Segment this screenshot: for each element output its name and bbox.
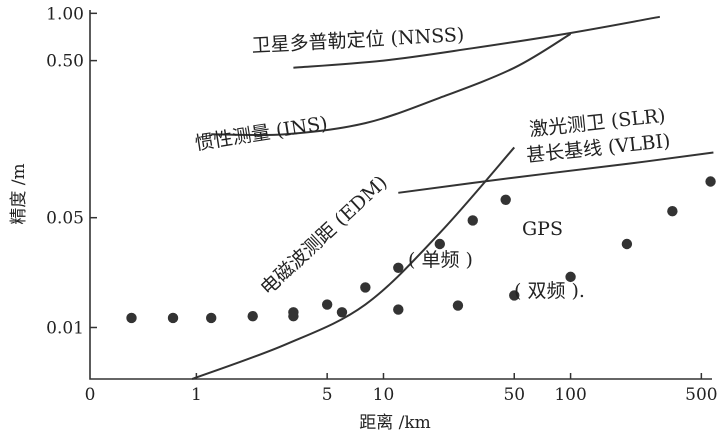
y-tick-label: 1.00 [46,4,84,24]
series-dot-5 [509,290,520,301]
x-tick-label: 500 [685,385,717,405]
series [126,15,716,380]
series-dot-5 [452,300,464,311]
x-tick-label: 1 [191,385,202,405]
series-dot-5 [705,176,716,187]
series-line-2 [398,151,714,194]
annotation-dual: ( 双频 ). [514,280,585,302]
series-dot-4 [467,215,478,226]
series-dot-5 [621,238,633,250]
series-dot-5 [288,311,299,322]
labels: 精度 /m 距离 /km 卫星多普勒定位 (NNSS) 惯性测量 (INS) 激… [9,24,671,433]
annotation-gps: GPS [522,218,563,240]
x-tick-label: 50 [503,385,525,405]
ticks: 0 1 5 10 50 100 500 0.01 0.05 0.50 1.00 [46,4,717,405]
annotation-ins: 惯性测量 (INS) [193,112,329,155]
series-line-0 [293,15,661,69]
xlabel: 距离 /km [359,413,431,433]
x-tick-label: 100 [554,385,586,405]
annotation-nnss: 卫星多普勒定位 (NNSS) [251,24,465,57]
axes [89,10,712,380]
x-tick-label: 5 [322,385,333,405]
annotation-edm: 电磁波测距 (EDM) [256,171,391,299]
x-tick-label: 10 [373,385,395,405]
series-dot-4 [167,312,179,324]
series-dot-4 [393,262,404,273]
series-line-3 [191,146,516,380]
ylabel: 精度 /m [9,163,29,224]
y-tick-label: 0.05 [46,209,84,229]
series-dot-5 [393,304,404,315]
series-dot-4 [500,194,511,205]
y-tick-label: 0.50 [46,52,84,72]
series-dot-4 [126,312,137,324]
series-dot-4 [206,312,217,324]
series-dot-4 [247,311,258,322]
axis-lines [89,10,712,380]
series-line-1 [211,33,572,137]
series-dot-5 [667,205,678,217]
series-dot-4 [321,299,333,310]
x-tick-label: 0 [85,385,96,405]
annotation-single: ( 单频 ) [408,249,473,271]
series-dot-5 [565,271,576,283]
y-tick-label: 0.01 [46,318,84,338]
series-dot-4 [360,282,371,293]
series-dot-5 [336,307,348,318]
series-dot-4 [434,238,446,250]
